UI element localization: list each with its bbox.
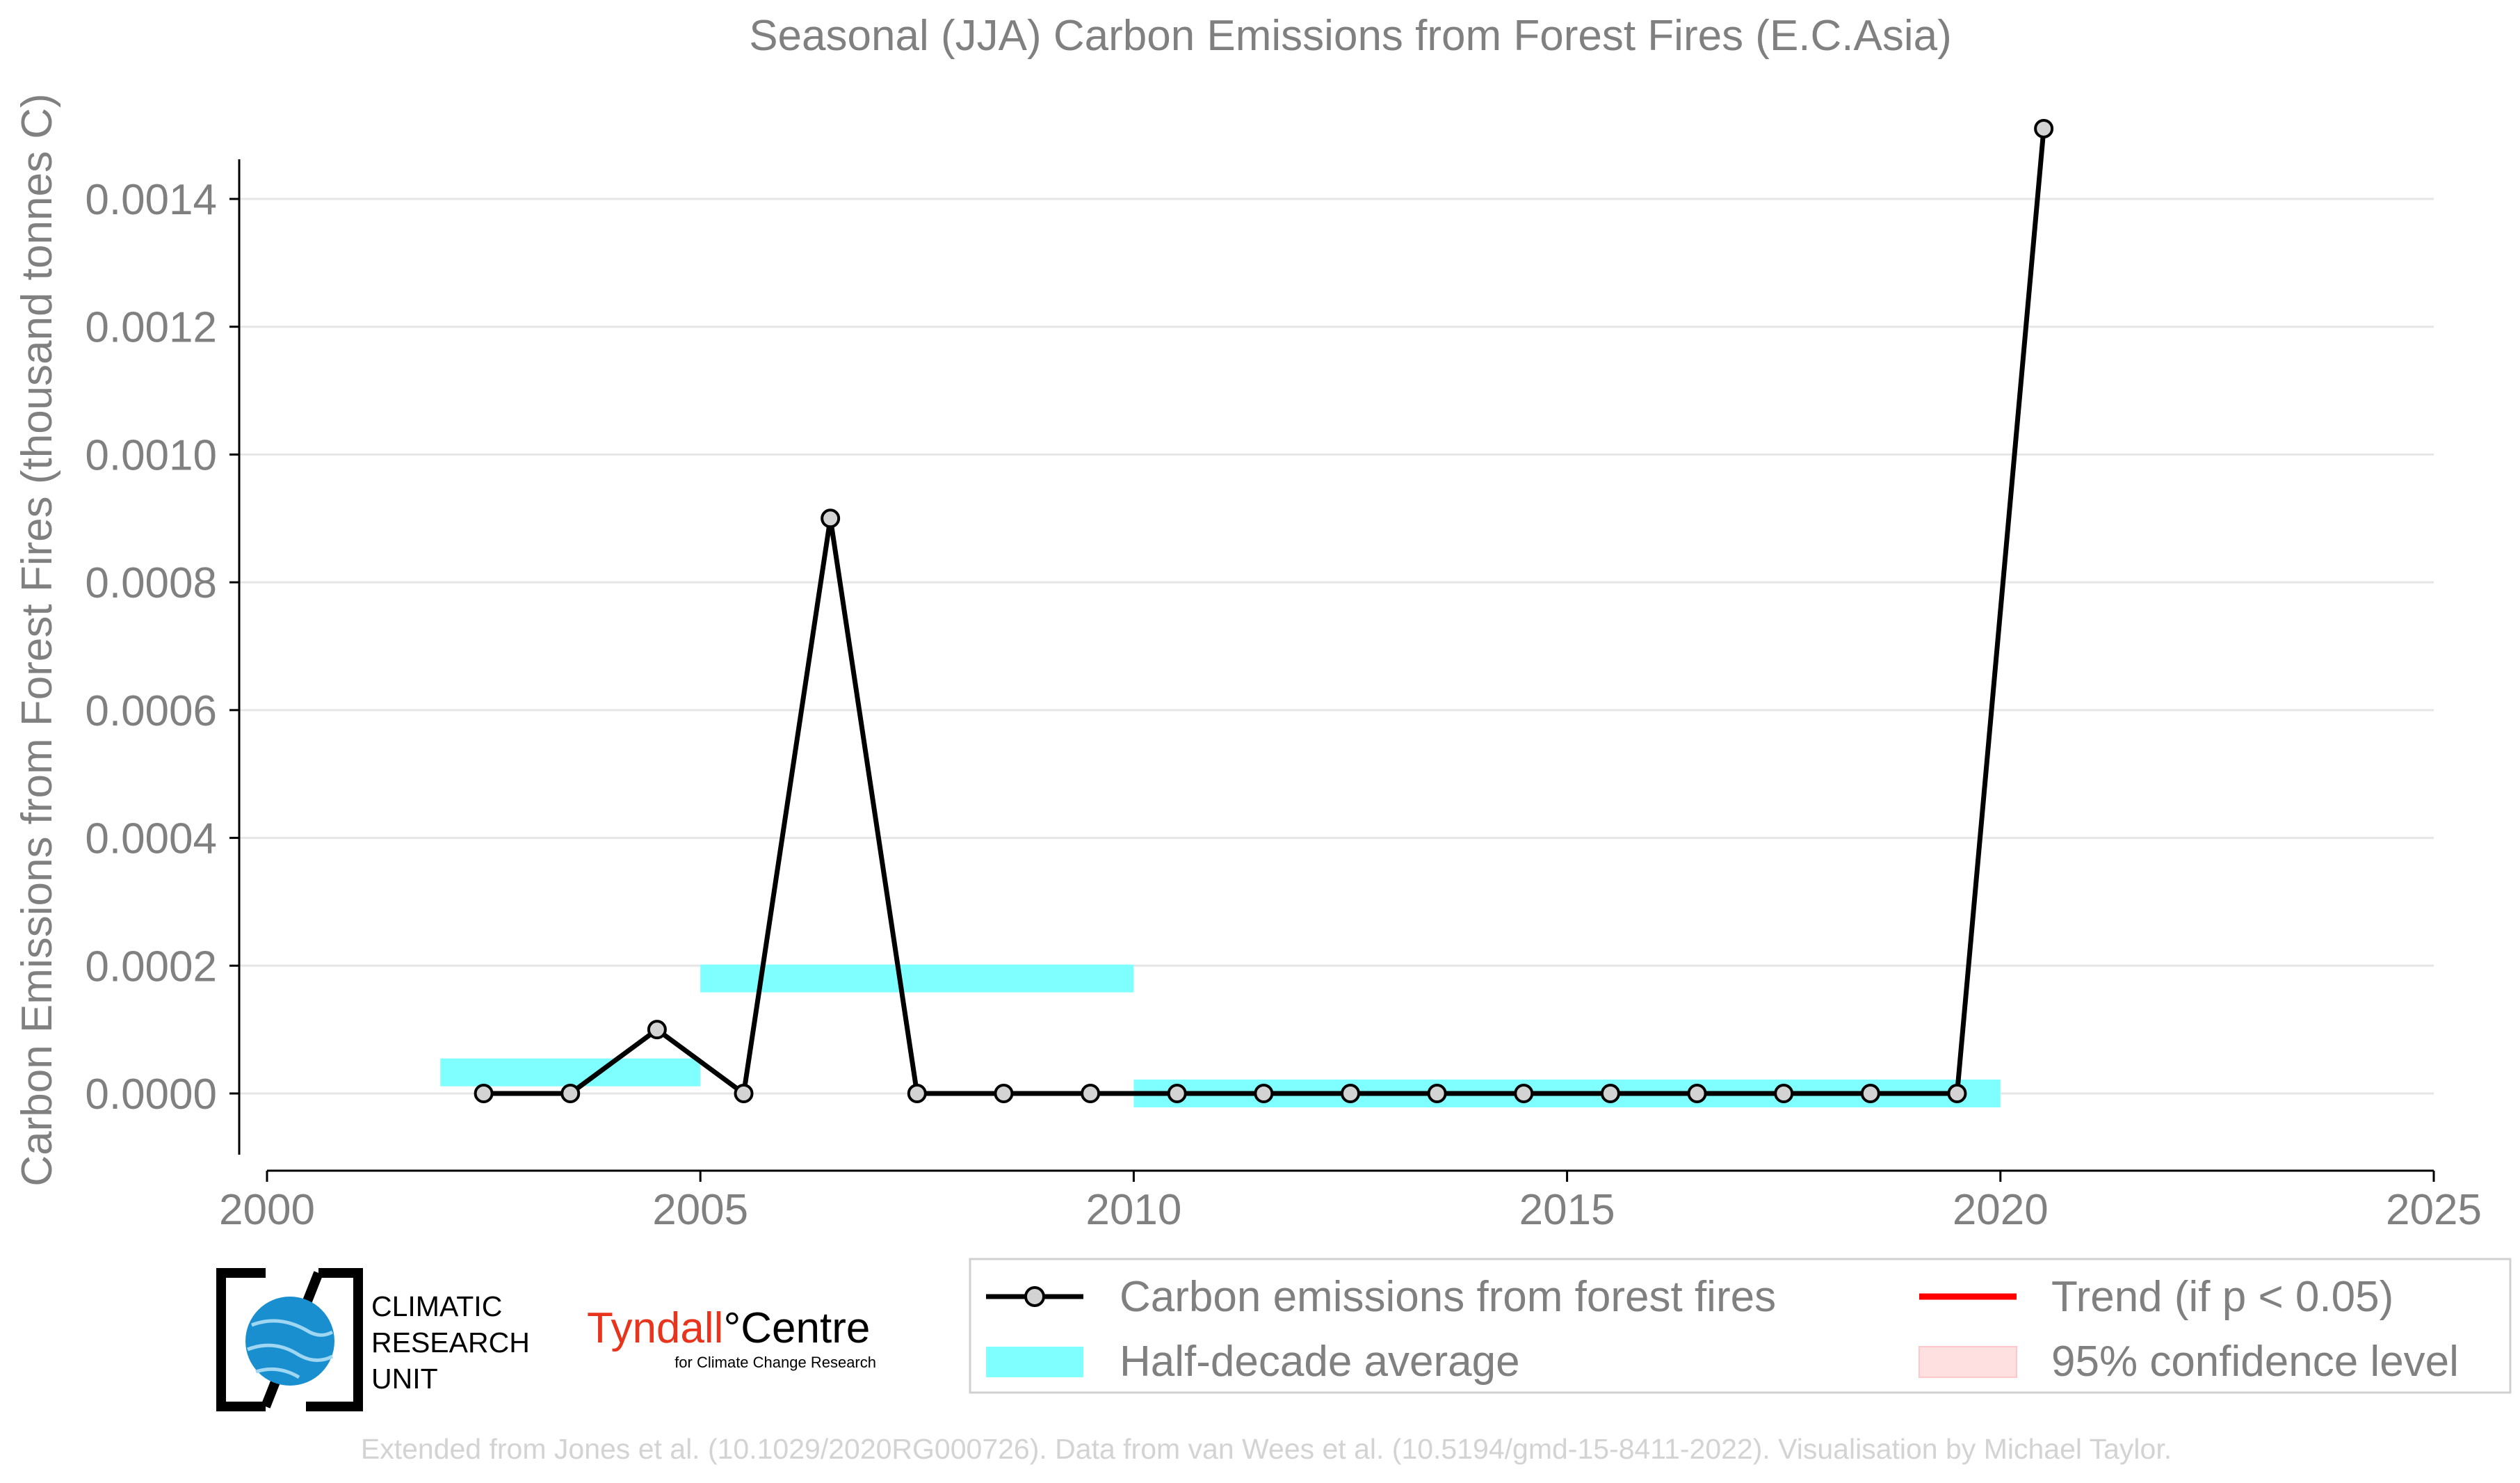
tyndall-degree: ° [723,1304,741,1352]
data-point [994,1084,1014,1103]
data-point [1081,1084,1101,1103]
data-point [1254,1084,1274,1103]
axes [238,159,2434,1172]
data-point [821,508,841,529]
tyndall-centre-word: Centre [741,1304,870,1352]
legend-label-trend: Trend (if p < 0.05) [2051,1273,2393,1321]
y-tick-label: 0.0014 [85,176,217,224]
x-tick-label: 2010 [1085,1186,1181,1234]
series-line [474,118,2054,1103]
tyndall-centre-logo: Tyndall°Centre for Climate Change Resear… [587,1304,876,1371]
data-point [1860,1084,1880,1103]
y-tick-label: 0.0008 [85,559,217,607]
data-point [1947,1084,1967,1103]
x-tick-label: 2000 [219,1186,315,1234]
svg-text:Tyndall°Centre: Tyndall°Centre [587,1304,870,1352]
half-decade-bands [440,964,2001,1107]
legend-label-confidence: 95% confidence level [2051,1338,2459,1386]
data-point [2034,118,2054,138]
grid-lines [239,198,2434,1095]
x-tick-label: 2020 [1953,1186,2049,1234]
legend: Carbon emissions from forest fires Trend… [969,1258,2512,1394]
emissions-line [483,128,2046,1096]
crc-bracket-left-icon [216,1268,266,1411]
x-tick-label: 2005 [652,1186,748,1234]
y-tick-label: 0.0004 [85,815,217,863]
y-tick-label: 0.0012 [85,304,217,352]
data-point [734,1084,754,1103]
climatic-research-unit-logo: CLIMATIC RESEARCH UNIT [216,1268,530,1411]
crc-bracket-right-icon [306,1268,363,1411]
crc-text-line-1: CLIMATIC [371,1290,502,1322]
crc-text-line-3: UNIT [371,1363,438,1395]
data-point [1167,1084,1187,1103]
crc-text-line-2: RESEARCH [371,1326,530,1358]
data-point [1600,1084,1620,1103]
tick-labels: 0.0000 0.0002 0.0004 0.0006 0.0008 0.0010 0.00… [85,176,2482,1234]
globe-wave-icon [247,1319,334,1379]
y-tick-label: 0.0000 [85,1071,217,1119]
chart-title: Seasonal (JJA) Carbon Emissions from For… [749,12,1952,60]
y-tick-label: 0.0010 [85,431,217,479]
half-decade-band [440,1058,701,1087]
data-point [1514,1084,1534,1103]
tyndall-name: Tyndall [587,1304,723,1352]
legend-frame [969,1258,2512,1394]
legend-band-icon [986,1347,1083,1377]
data-point [647,1020,667,1040]
x-tick-label: 2015 [1519,1186,1615,1234]
legend-confidence-icon [1919,1346,2017,1378]
data-point [1687,1084,1707,1103]
data-point [560,1084,581,1103]
data-point [1427,1084,1447,1103]
x-tick-label: 2025 [2386,1186,2482,1234]
globe-icon [245,1297,334,1386]
legend-label-emissions: Carbon emissions from forest fires [1120,1273,1776,1321]
data-point [1341,1084,1360,1103]
half-decade-band [700,964,1134,993]
footer-credits: Extended from Jones et al. (10.1029/2020… [361,1433,2172,1465]
legend-label-half-decade: Half-decade average [1120,1338,1520,1386]
y-tick-label: 0.0002 [85,943,217,991]
legend-marker-icon [1024,1286,1045,1307]
y-tick-label: 0.0006 [85,687,217,735]
y-axis-label: Carbon Emissions from Forest Fires (thou… [13,93,61,1186]
tyndall-subtitle: for Climate Change Research [675,1354,876,1371]
data-point [907,1084,927,1103]
data-point [474,1084,494,1103]
data-point [1774,1084,1794,1103]
